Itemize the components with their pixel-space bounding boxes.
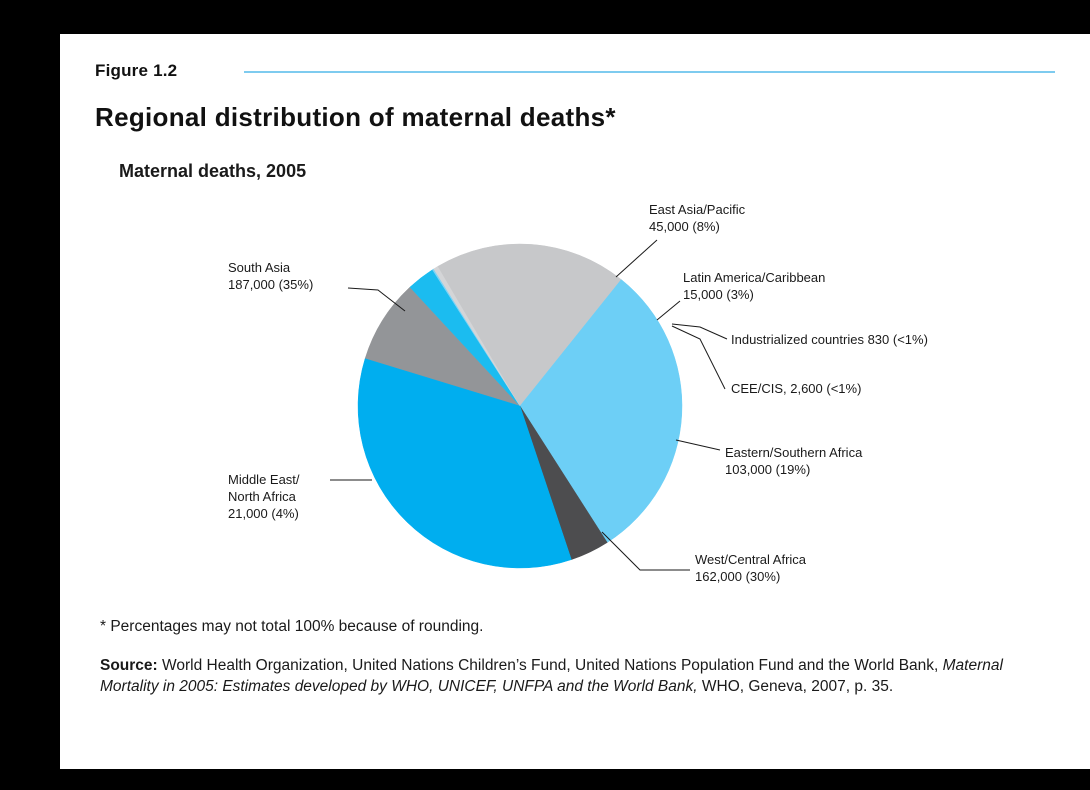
figure-label: Figure 1.2: [95, 61, 178, 80]
slice-value-label: 45,000 (8%): [649, 219, 720, 234]
source-publisher: WHO, Geneva, 2007, p. 35.: [701, 678, 894, 695]
slice-label-west-central-africa: West/Central Africa 162,000 (30%): [695, 552, 807, 584]
leader-line-south-asia: [347, 287, 406, 312]
source-note: Source: World Health Organization, Unite…: [100, 655, 1060, 697]
slice-value-label: 187,000 (35%): [228, 277, 313, 292]
pie-slice-west-central-africa: [519, 279, 683, 543]
slice-name-label: Industrialized countries 830 (<1%): [731, 332, 928, 347]
slice-label-east-asia-pacific: East Asia/Pacific 45,000 (8%): [649, 202, 746, 234]
pie-slice-eastern-southern-africa: [437, 243, 622, 407]
leader-line-cee-cis-2-600-1: [671, 325, 726, 390]
slice-label-middle-east-north-africa: Middle East/North Africa 21,000 (4%): [228, 472, 300, 521]
slice-name-label: East Asia/Pacific: [649, 202, 746, 217]
slice-name-label: West/Central Africa: [695, 552, 807, 567]
slice-value-label: 162,000 (30%): [695, 569, 780, 584]
slice-name-label: Middle East/: [228, 472, 300, 487]
slice-label-cee-cis-2-600-1: CEE/CIS, 2,600 (<1%): [731, 381, 861, 396]
slice-value-label: 15,000 (3%): [683, 287, 754, 302]
slice-label-south-asia: South Asia 187,000 (35%): [228, 260, 313, 292]
slice-name-label: Eastern/Southern Africa: [725, 445, 863, 460]
chart-title: Regional distribution of maternal deaths…: [95, 102, 616, 132]
slice-label-eastern-southern-africa: Eastern/Southern Africa 103,000 (19%): [725, 445, 863, 477]
slice-name-label: Latin America/Caribbean: [683, 270, 825, 285]
figure-rule: [244, 71, 1055, 73]
slice-name-label: CEE/CIS, 2,600 (<1%): [731, 381, 861, 396]
pie-chart: East Asia/Pacific 45,000 (8%) Latin Americ…: [228, 202, 928, 584]
chart-subtitle: Maternal deaths, 2005: [119, 161, 307, 181]
leader-line-east-asia-pacific: [615, 239, 658, 278]
slice-label-latin-america-caribbean: Latin America/Caribbean 15,000 (3%): [683, 270, 825, 302]
leader-line-latin-america-caribbean: [656, 300, 681, 321]
slice-label-industrialized-countries-830-1: Industrialized countries 830 (<1%): [731, 332, 928, 347]
pie-slice-south-asia: [357, 358, 572, 569]
source-text: World Health Organization, United Nation…: [162, 657, 939, 674]
leader-line-eastern-southern-africa: [675, 439, 721, 451]
pie-slice-east-asia-pacific: [364, 286, 521, 407]
source-label: Source:: [100, 657, 158, 674]
leader-line-industrialized-countries-830-1: [671, 323, 728, 340]
slice-name-label: North Africa: [228, 489, 297, 504]
slice-value-label: 103,000 (19%): [725, 462, 810, 477]
source-title: Maternal Mortality in 2005: Estimates de…: [100, 657, 1003, 695]
slice-name-label: South Asia: [228, 260, 291, 275]
slice-value-label: 21,000 (4%): [228, 506, 299, 521]
figure-panel: Figure 1.2 Regional distribution of mate…: [60, 34, 1090, 769]
footnote: * Percentages may not total 100% because…: [100, 618, 484, 635]
leader-line-west-central-africa: [601, 531, 690, 571]
